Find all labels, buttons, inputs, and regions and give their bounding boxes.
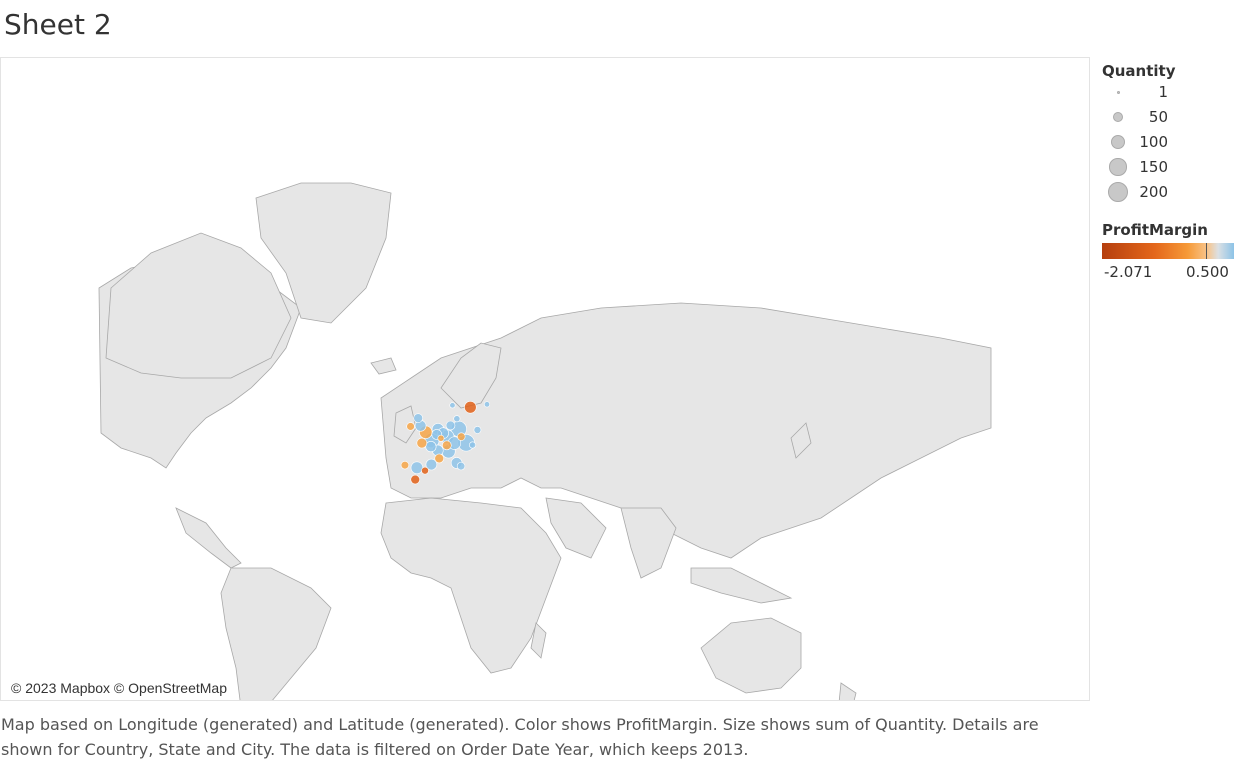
legend-panel: Quantity 1 50 100 150 200 ProfitMargin -2.07… — [1102, 62, 1240, 285]
map-attribution[interactable]: © 2023 Mapbox © OpenStreetMap — [9, 680, 229, 696]
land-canada — [105, 232, 292, 379]
land-australia — [700, 617, 802, 694]
land-india — [620, 507, 677, 579]
size-legend-dot — [1109, 158, 1127, 176]
land-africa — [380, 497, 562, 674]
data-point[interactable] — [445, 420, 456, 431]
map-view[interactable]: © 2023 Mapbox © OpenStreetMap — [0, 57, 1090, 701]
land-se-asia — [690, 567, 793, 604]
land-south-america — [220, 567, 332, 700]
data-point[interactable] — [453, 415, 461, 423]
data-point[interactable] — [473, 426, 482, 434]
sheet-title: Sheet 2 — [4, 8, 112, 41]
size-legend-item: 50 — [1102, 105, 1240, 130]
land-uk — [393, 405, 417, 444]
data-point[interactable] — [425, 441, 437, 453]
size-legend-dot — [1113, 112, 1123, 122]
data-point[interactable] — [483, 401, 491, 408]
land-madagascar — [530, 622, 547, 659]
data-point[interactable] — [457, 432, 466, 441]
profit-max-label: 0.500 — [1186, 263, 1229, 281]
profit-color-gradient — [1102, 243, 1234, 259]
land-layer — [98, 182, 992, 700]
size-legend-item: 1 — [1102, 80, 1240, 105]
size-legend: 1 50 100 150 200 — [1102, 80, 1240, 205]
land-greenland — [255, 182, 392, 324]
size-legend-label: 1 — [1158, 83, 1168, 101]
size-legend-item: 150 — [1102, 155, 1240, 180]
data-point[interactable] — [413, 413, 423, 423]
data-points-layer — [400, 401, 491, 485]
size-legend-dot — [1110, 134, 1126, 150]
land-central-america — [175, 507, 242, 569]
data-point[interactable] — [469, 441, 477, 449]
world-map[interactable] — [1, 58, 1090, 701]
size-legend-dot — [1116, 90, 1120, 94]
land-eurasia — [380, 302, 992, 559]
land-new-zealand — [838, 682, 857, 700]
gradient-midpoint-tick — [1206, 243, 1207, 259]
land-japan — [790, 422, 812, 459]
size-legend-dot — [1108, 182, 1128, 202]
size-legend-item: 100 — [1102, 130, 1240, 155]
data-point[interactable] — [416, 437, 428, 449]
size-legend-label: 150 — [1139, 158, 1168, 176]
data-point[interactable] — [434, 453, 445, 464]
caption-text: Map based on Longitude (generated) and L… — [1, 715, 1039, 759]
data-point[interactable] — [421, 466, 429, 475]
profit-range: -2.071 0.500 — [1102, 263, 1240, 285]
data-point[interactable] — [437, 434, 445, 442]
data-point[interactable] — [400, 460, 410, 470]
data-point[interactable] — [410, 461, 424, 474]
size-legend-item: 200 — [1102, 180, 1240, 205]
land-arabia — [545, 497, 607, 559]
size-legend-label: 100 — [1139, 133, 1168, 151]
size-legend-label: 50 — [1148, 108, 1168, 126]
profit-legend-title: ProfitMargin — [1102, 221, 1208, 239]
land-iceland — [370, 357, 397, 375]
data-point[interactable] — [464, 401, 477, 414]
data-point[interactable] — [425, 458, 438, 471]
profit-min-label: -2.071 — [1104, 263, 1153, 281]
size-legend-label: 200 — [1139, 183, 1168, 201]
quantity-legend-title: Quantity — [1102, 62, 1176, 80]
data-point[interactable] — [406, 422, 415, 431]
data-point[interactable] — [449, 402, 456, 409]
data-point[interactable] — [442, 440, 452, 451]
data-point[interactable] — [410, 474, 420, 485]
data-point[interactable] — [456, 461, 466, 471]
